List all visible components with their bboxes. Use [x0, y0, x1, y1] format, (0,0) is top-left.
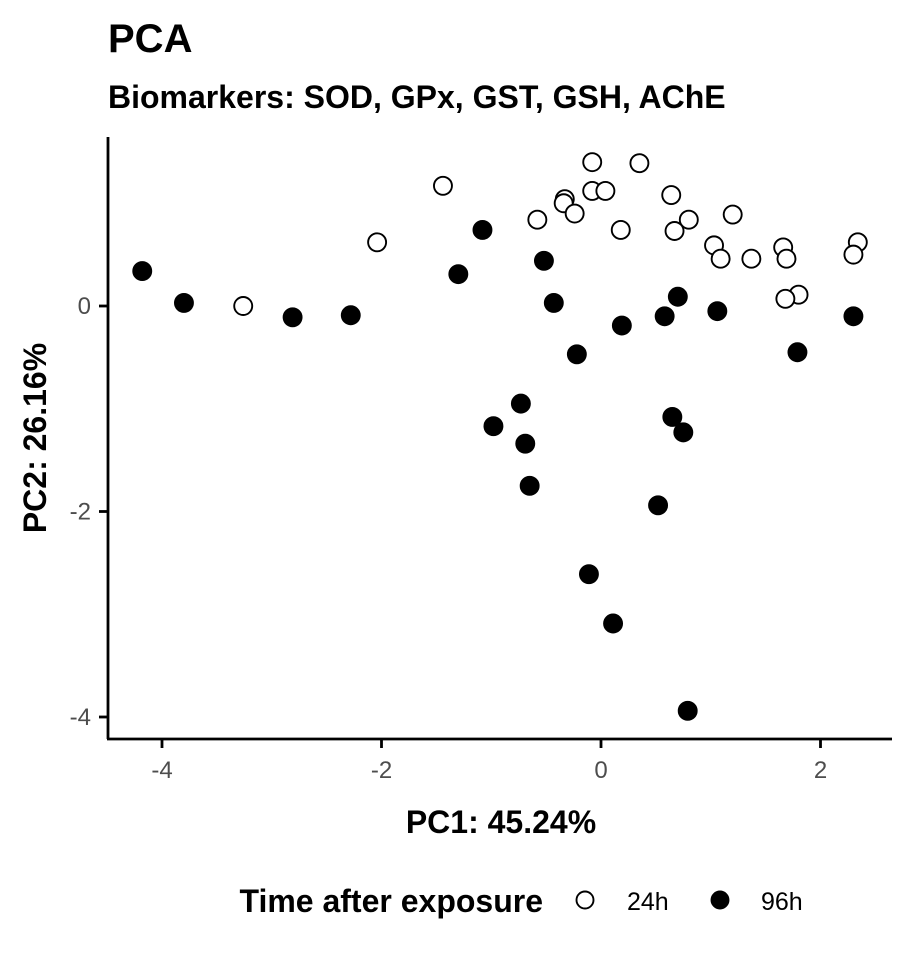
data-point-96h [578, 564, 599, 585]
data-point-24h [664, 221, 685, 241]
data-point-96h [533, 250, 554, 271]
data-point-24h [775, 288, 796, 309]
data-point-24h [610, 220, 631, 240]
data-point-96h [667, 286, 688, 307]
data-point-96h [566, 344, 587, 365]
data-point-24h [843, 244, 864, 265]
data-point-96h [519, 475, 540, 496]
data-point-96h [173, 292, 194, 313]
y-tick-label: -2 [70, 499, 91, 526]
legend-title: Time after exposure [239, 883, 543, 919]
data-point-96h [515, 433, 536, 454]
legend-label-24h: 24h [627, 888, 669, 916]
x-axis-title: PC1: 45.24% [406, 804, 596, 840]
y-tick-label: -4 [70, 704, 91, 731]
data-point-96h [282, 307, 303, 328]
legend-key-24h [575, 890, 595, 910]
data-point-24h [776, 248, 797, 269]
legend-label-96h: 96h [761, 888, 803, 916]
data-point-96h [677, 700, 698, 721]
data-point-24h [722, 204, 743, 225]
data-point-96h [654, 306, 675, 327]
y-tick-label: 0 [78, 293, 91, 320]
data-point-24h [710, 248, 731, 269]
data-point-96h [340, 305, 361, 326]
data-point-24h [661, 185, 682, 205]
y-axis-title: PC2: 26.16% [17, 343, 53, 533]
x-axis-ticks: -4 -2 0 2 [151, 739, 827, 784]
data-point-24h [433, 175, 453, 196]
chart-title: PCA [108, 17, 192, 61]
data-point-96h [673, 422, 694, 443]
data-point-96h [132, 261, 153, 282]
x-tick-label: -4 [151, 757, 172, 784]
chart-subtitle: Biomarkers: SOD, GPx, GST, GSH, AChE [108, 79, 726, 115]
data-point-96h [662, 407, 683, 427]
points-layer [132, 152, 868, 721]
data-point-24h [527, 209, 548, 230]
x-tick-label: 0 [594, 757, 607, 784]
x-tick-label: -2 [371, 757, 392, 784]
x-tick-label: 2 [814, 757, 827, 784]
data-point-24h [564, 203, 585, 224]
data-point-24h [582, 152, 603, 173]
legend: Time after exposure 24h 96h [239, 883, 802, 919]
legend-key-96h [710, 890, 730, 910]
y-axis-ticks: -4 -2 0 [70, 293, 108, 731]
data-point-96h [448, 264, 469, 285]
data-point-96h [483, 416, 504, 437]
data-point-24h [367, 232, 388, 253]
data-point-24h [678, 209, 699, 230]
data-point-24h [741, 248, 762, 269]
data-point-96h [510, 393, 531, 414]
data-point-96h [611, 315, 632, 336]
data-point-24h [629, 153, 650, 174]
data-point-96h [603, 613, 624, 634]
data-point-24h [233, 296, 254, 316]
data-point-96h [707, 301, 728, 322]
data-point-96h [472, 220, 493, 240]
data-point-96h [787, 342, 808, 363]
data-point-96h [648, 495, 669, 516]
data-point-96h [843, 306, 864, 327]
data-point-24h [595, 180, 616, 201]
data-point-96h [543, 292, 564, 313]
